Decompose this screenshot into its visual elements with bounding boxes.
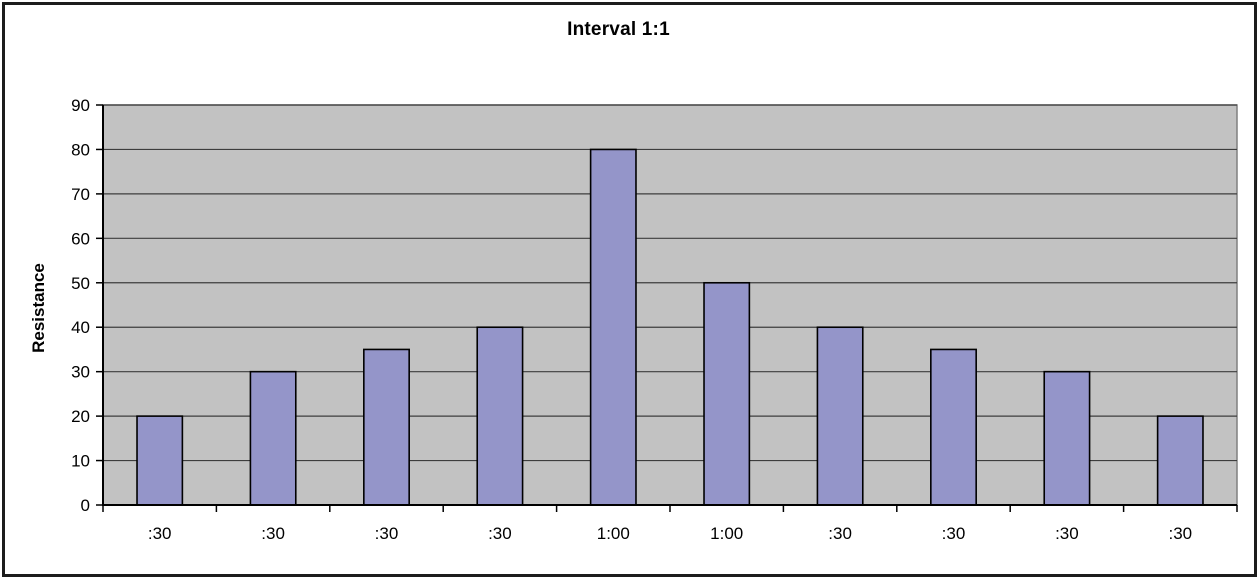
y-tick-label: 60 [71,229,90,248]
y-tick-label: 90 [71,96,90,115]
y-tick-label: 0 [81,496,90,515]
bar [703,281,751,506]
x-tick-label: :30 [261,524,285,543]
x-tick-label: :30 [942,524,966,543]
bar [249,370,297,506]
y-tick-label: 10 [71,452,90,471]
y-tick-label: 20 [71,407,90,426]
bar [1156,415,1204,506]
y-tick-label: 30 [71,363,90,382]
y-tick-label: 80 [71,140,90,159]
x-tick-label: :30 [828,524,852,543]
bar [589,148,637,506]
bar [816,326,864,506]
x-tick-label: 1:00 [597,524,630,543]
bar [363,348,410,506]
x-tick-label: 1:00 [710,524,743,543]
bar [930,348,977,506]
bar [476,326,524,506]
x-tick-label: :30 [488,524,512,543]
x-tick-label: :30 [1055,524,1079,543]
chart-title: Interval 1:1 [567,19,670,40]
x-tick-label: :30 [148,524,172,543]
plot-area: 0 10 20 30 40 50 60 70 80 90 :30 :30 :30 :30 1:00 1:00:… [71,96,1238,543]
y-tick-label: 70 [71,185,90,204]
bar [1043,370,1091,506]
x-tick-label: :30 [1168,524,1192,543]
y-tick-label: 50 [71,274,90,293]
y-tick-label: 40 [71,318,90,337]
bar [136,415,184,506]
x-tick-label: :30 [375,524,399,543]
